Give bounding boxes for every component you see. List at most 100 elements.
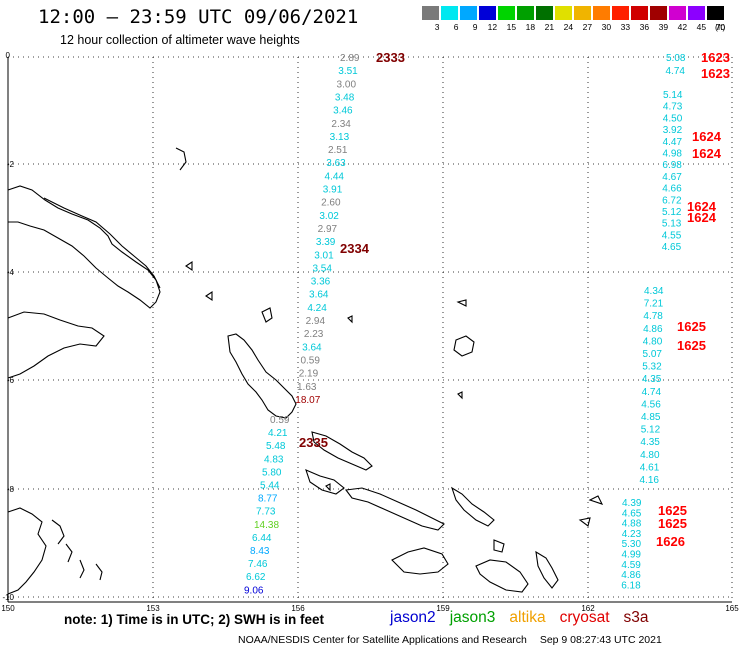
coastline-south-west [7,507,47,595]
wave-height-label: 0.59 [270,415,290,426]
legend-label: 21 [544,22,555,32]
wave-height-label: 5.44 [260,481,280,492]
wave-height-label: 4.23 [622,529,642,540]
wave-height-label: 4.55 [662,230,682,241]
pass-number-label: 2334 [340,241,370,256]
legend-label: 3 [434,22,440,32]
wave-height-label: 4.85 [641,412,661,423]
wave-height-label: 4.86 [621,570,641,581]
wave-height-label: 5.08 [666,53,686,64]
lon-tick-label: 150 [1,604,15,613]
wave-height-label: 3.63 [326,158,346,169]
wave-height-label: 2.51 [328,145,348,156]
satellite-label: altika [509,609,546,626]
legend-label: 6 [453,22,459,32]
coastline-new-ireland [43,197,161,289]
wave-height-label: 0.59 [300,355,320,366]
coastline-santa-isabel [344,487,445,531]
pass-number-label: 1624 [687,210,717,225]
coastline-new-georgia [305,469,345,495]
legend-swatch [479,6,496,20]
wave-height-label: 4.59 [621,560,641,571]
coastline-malaita [451,486,495,527]
pass-number-label: 2335 [299,435,328,450]
wave-height-label: 3.39 [316,237,336,248]
wave-height-label: 3.00 [337,79,357,90]
coastline-new-britain-south [7,311,105,379]
wave-height-label: 4.21 [268,428,288,439]
wave-height-label: 2.19 [299,369,319,380]
legend-label: 70 [715,22,726,32]
wave-height-label: 4.88 [622,519,642,530]
coastline-bougainville [227,333,297,419]
legend-label: 9 [472,22,478,32]
legend-label: 45 [696,22,707,32]
pass-number-label: 1625 [658,516,687,531]
wave-height-label: 4.78 [643,311,663,322]
wave-height-label: 3.13 [330,132,350,143]
pass-number-label: 1623 [701,66,730,81]
wave-height-label: 3.64 [309,290,329,301]
coastline-choiseul [311,431,373,471]
coastline-small-islets [175,147,604,527]
pass-number-label: 1624 [692,129,722,144]
wave-height-label: 3.46 [333,106,353,117]
lon-tick-label: 153 [146,604,160,613]
legend-swatch [441,6,458,20]
legend-label: 18 [525,22,536,32]
wave-height-label: 4.67 [662,172,682,183]
legend-label: 30 [601,22,612,32]
legend-label: 39 [658,22,669,32]
wave-height-label: 3.54 [312,263,332,274]
wave-height-label: 5.80 [262,467,282,478]
pass-number-label: 1626 [656,534,685,549]
lon-tick-label: 165 [725,604,739,613]
wave-height-label: 8.77 [258,494,278,505]
wave-height-label: 2.94 [306,316,326,327]
wave-height-label: 6.44 [252,533,272,544]
wave-height-label: 8.43 [250,546,270,557]
pass-number-label: 1624 [687,199,717,214]
wave-height-label: 6.98 [662,160,682,171]
color-legend: 3 6 9 12 15 18 21 24 27 30 33 36 39 42 45 70 (ft) [0,0,740,40]
wave-height-label: 5.13 [662,219,682,230]
wave-height-label: 5.32 [642,362,662,373]
wave-height-label: 3.92 [663,125,683,136]
wave-height-label: 3.91 [323,185,343,196]
wave-height-label: 4.56 [641,399,661,410]
wave-height-label: 5.12 [641,425,661,436]
legend-swatch [574,6,591,20]
wave-height-label: 3.64 [302,342,322,353]
legend-swatch [650,6,667,20]
legend-swatch [517,6,534,20]
wave-height-label: 4.99 [622,550,642,561]
wave-height-label: 4.83 [264,454,284,465]
wave-height-label: 7.21 [644,299,664,310]
wave-height-label: 4.98 [663,149,683,160]
lat-tick-label: -4 [7,268,15,277]
wave-height-label: 5.12 [662,207,682,218]
wave-height-label: 4.24 [307,303,327,314]
satellite-label: cryosat [559,609,610,626]
legend-label: 12 [487,22,498,32]
lon-tick-label: 156 [291,604,305,613]
coastline-guadalcanal [391,547,449,575]
wave-height-label: 4.80 [640,450,660,461]
wave-height-label: 6.62 [246,572,266,583]
wave-height-label: 7.46 [248,559,268,570]
coastline-new-britain-west [7,185,161,309]
wave-height-label: 4.74 [642,387,662,398]
credit-text: NOAA/NESDIS Center for Satellite Applica… [238,634,527,646]
coastline-makira [475,559,529,593]
pass-number-label: 1625 [677,338,706,353]
pass-number-label: 1625 [658,503,687,518]
wave-height-label: 2.60 [321,198,341,209]
lon-tick-label: 162 [581,604,595,613]
legend-label: 42 [677,22,688,32]
wave-height-label: 6.18 [621,580,641,591]
coastline-ontong-java [453,335,475,357]
wave-height-label: 4.50 [663,113,683,124]
wave-height-label: 7.73 [256,507,276,518]
pass-number-label: 2333 [376,50,405,65]
